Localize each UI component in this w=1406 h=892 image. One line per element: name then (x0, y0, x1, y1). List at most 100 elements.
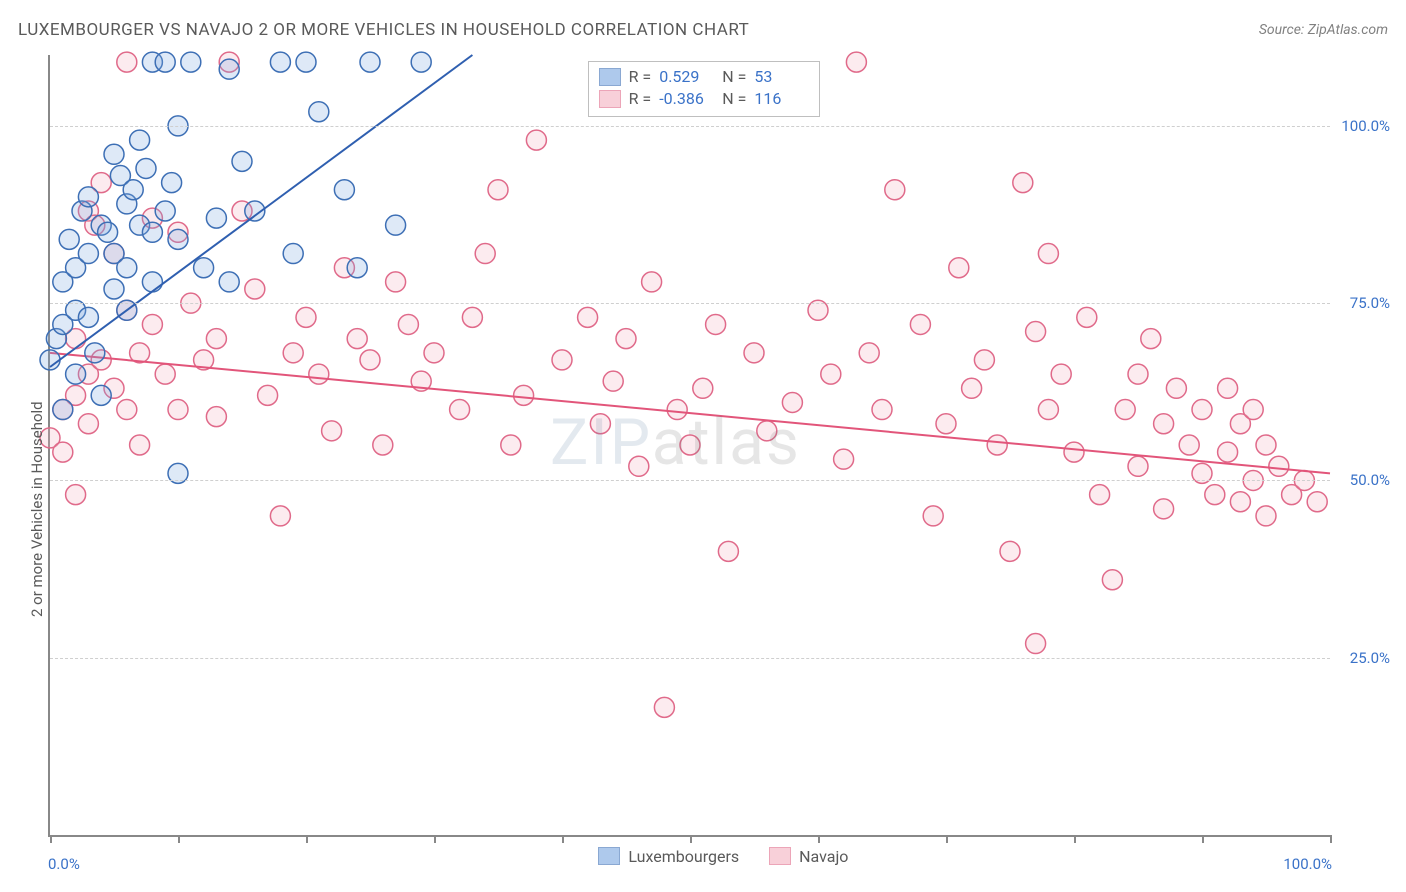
x-max-label: 100.0% (1283, 855, 1332, 873)
stats-row: R =0.529N =53 (599, 66, 810, 88)
data-point (347, 258, 367, 278)
data-point (136, 158, 156, 178)
data-point (1218, 442, 1238, 462)
data-point (283, 343, 303, 363)
legend-swatch (598, 847, 620, 865)
data-point (168, 229, 188, 249)
data-point (693, 378, 713, 398)
data-point (910, 314, 930, 334)
data-point (155, 364, 175, 384)
x-tick (1074, 835, 1076, 843)
data-point (104, 144, 124, 164)
data-point (1256, 435, 1276, 455)
data-point (155, 201, 175, 221)
legend-item: Luxembourgers (598, 847, 739, 866)
legend-swatch (599, 68, 621, 86)
x-tick (178, 835, 180, 843)
data-point (232, 151, 252, 171)
data-point (347, 329, 367, 349)
data-point (411, 52, 431, 72)
data-point (1051, 364, 1071, 384)
gridline (50, 658, 1330, 659)
data-point (885, 180, 905, 200)
y-tick-label: 25.0% (1335, 649, 1390, 667)
data-point (782, 392, 802, 412)
chart-source: Source: ZipAtlas.com (1259, 22, 1388, 38)
data-point (1026, 322, 1046, 342)
data-point (552, 350, 572, 370)
legend-label: Navajo (799, 847, 848, 866)
data-point (1154, 414, 1174, 434)
stats-legend: R =0.529N =53R =-0.386N =116 (588, 61, 821, 117)
data-point (130, 130, 150, 150)
data-point (53, 400, 73, 420)
data-point (142, 222, 162, 242)
data-point (1166, 378, 1186, 398)
data-point (142, 272, 162, 292)
data-point (1038, 244, 1058, 264)
x-min-label: 0.0% (48, 855, 80, 873)
legend-swatch (599, 90, 621, 108)
data-point (53, 442, 73, 462)
data-point (245, 279, 265, 299)
data-point (78, 414, 98, 434)
y-tick-label: 50.0% (1335, 471, 1390, 489)
data-point (1243, 400, 1263, 420)
data-point (206, 407, 226, 427)
y-axis-label: 2 or more Vehicles in Household (28, 401, 46, 617)
data-point (1230, 492, 1250, 512)
data-point (386, 215, 406, 235)
data-point (360, 52, 380, 72)
data-point (744, 343, 764, 363)
data-point (1218, 378, 1238, 398)
data-point (629, 456, 649, 476)
stats-n-label: N = (722, 66, 746, 88)
data-point (91, 385, 111, 405)
data-point (181, 52, 201, 72)
scatter-plot-area: ZIPatlas R =0.529N =53R =-0.386N =116 25… (48, 55, 1330, 837)
data-point (206, 329, 226, 349)
x-tick (690, 835, 692, 843)
data-point (142, 314, 162, 334)
data-point (360, 350, 380, 370)
data-point (168, 400, 188, 420)
data-point (162, 173, 182, 193)
data-point (104, 279, 124, 299)
data-point (949, 258, 969, 278)
stats-r-label: R = (629, 88, 652, 110)
data-point (398, 314, 418, 334)
legend-item: Navajo (769, 847, 848, 866)
gridline (50, 126, 1330, 127)
data-point (386, 272, 406, 292)
data-point (936, 414, 956, 434)
data-point (334, 180, 354, 200)
data-point (501, 435, 521, 455)
data-point (1000, 541, 1020, 561)
x-tick (434, 835, 436, 843)
x-tick (1202, 835, 1204, 843)
data-point (757, 421, 777, 441)
data-point (117, 400, 137, 420)
stats-n-label: N = (722, 88, 746, 110)
stats-r-value: 0.529 (659, 66, 714, 88)
data-point (590, 414, 610, 434)
data-point (296, 307, 316, 327)
gridline (50, 303, 1330, 304)
data-point (194, 258, 214, 278)
data-point (1154, 499, 1174, 519)
data-point (322, 421, 342, 441)
data-point (488, 180, 508, 200)
data-point (424, 343, 444, 363)
data-point (155, 52, 175, 72)
legend-label: Luxembourgers (628, 847, 739, 866)
data-point (219, 272, 239, 292)
stats-r-value: -0.386 (659, 88, 714, 110)
data-point (987, 435, 1007, 455)
data-point (1102, 570, 1122, 590)
data-point (616, 329, 636, 349)
data-point (680, 435, 700, 455)
data-point (578, 307, 598, 327)
data-point (834, 449, 854, 469)
data-point (1128, 456, 1148, 476)
data-point (718, 541, 738, 561)
